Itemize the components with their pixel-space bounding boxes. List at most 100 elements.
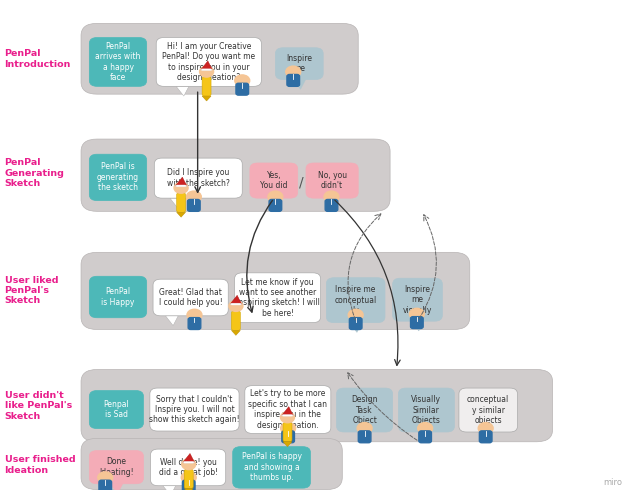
FancyBboxPatch shape	[459, 388, 518, 432]
Polygon shape	[411, 321, 424, 331]
FancyBboxPatch shape	[188, 199, 200, 211]
Text: Sorry that I couldn't
Inspire you. I will not
show this sketch again!: Sorry that I couldn't Inspire you. I wil…	[149, 395, 240, 424]
FancyBboxPatch shape	[99, 480, 111, 491]
FancyBboxPatch shape	[90, 37, 147, 86]
Text: Yes,
You did: Yes, You did	[260, 171, 287, 191]
Polygon shape	[282, 434, 294, 443]
Text: User didn't
like PenPal's
Sketch: User didn't like PenPal's Sketch	[4, 391, 72, 420]
FancyBboxPatch shape	[81, 252, 470, 329]
Circle shape	[418, 423, 433, 434]
FancyBboxPatch shape	[90, 276, 147, 318]
FancyBboxPatch shape	[326, 278, 385, 323]
Text: User finished
Ideation: User finished Ideation	[4, 456, 76, 475]
Circle shape	[286, 66, 301, 78]
FancyBboxPatch shape	[150, 449, 226, 486]
FancyBboxPatch shape	[150, 388, 239, 431]
FancyBboxPatch shape	[306, 163, 358, 198]
FancyBboxPatch shape	[282, 431, 294, 443]
Text: PenPal
Generating
Sketch: PenPal Generating Sketch	[4, 158, 65, 188]
Text: Let me know if you
want to see another
inspiring sketch! I will
be here!: Let me know if you want to see another i…	[236, 277, 319, 318]
FancyBboxPatch shape	[419, 431, 431, 443]
FancyBboxPatch shape	[188, 318, 201, 329]
Circle shape	[280, 412, 294, 423]
FancyBboxPatch shape	[398, 388, 454, 432]
Polygon shape	[232, 330, 241, 335]
FancyBboxPatch shape	[410, 317, 423, 328]
Text: PenPal
is Happy: PenPal is Happy	[101, 287, 134, 307]
Polygon shape	[268, 198, 280, 208]
Polygon shape	[110, 484, 123, 491]
Text: User liked
PenPal's
Sketch: User liked PenPal's Sketch	[4, 275, 58, 305]
Polygon shape	[282, 407, 293, 415]
Text: conceptual
y similar
objects: conceptual y similar objects	[467, 395, 509, 425]
Text: Design
Task
Object: Design Task Object	[351, 395, 378, 425]
Polygon shape	[175, 177, 187, 186]
Circle shape	[181, 472, 196, 483]
FancyBboxPatch shape	[325, 199, 338, 211]
FancyBboxPatch shape	[201, 69, 212, 71]
Circle shape	[324, 191, 339, 202]
FancyBboxPatch shape	[154, 158, 243, 198]
FancyBboxPatch shape	[81, 24, 358, 94]
Text: Inspire
me
visually: Inspire me visually	[403, 285, 432, 315]
FancyBboxPatch shape	[182, 480, 195, 491]
FancyBboxPatch shape	[230, 303, 242, 305]
FancyBboxPatch shape	[81, 139, 390, 211]
FancyBboxPatch shape	[202, 77, 211, 96]
Text: PenPal is
generating
the sketch: PenPal is generating the sketch	[97, 163, 139, 192]
Text: Inspire
me: Inspire me	[286, 54, 312, 73]
FancyBboxPatch shape	[232, 311, 241, 330]
Text: /: /	[299, 175, 303, 189]
FancyBboxPatch shape	[245, 385, 331, 434]
FancyBboxPatch shape	[235, 273, 321, 323]
Polygon shape	[183, 454, 195, 462]
FancyBboxPatch shape	[184, 469, 193, 489]
Circle shape	[410, 308, 424, 320]
Text: Penpal
is Sad: Penpal is Sad	[104, 400, 129, 419]
Text: Visually
Similar
Objects: Visually Similar Objects	[412, 395, 442, 425]
Circle shape	[478, 423, 493, 434]
Polygon shape	[230, 295, 242, 304]
Polygon shape	[163, 486, 175, 491]
Text: No, you
didn't: No, you didn't	[317, 171, 347, 191]
FancyBboxPatch shape	[156, 37, 261, 86]
FancyBboxPatch shape	[81, 370, 552, 442]
Text: PenPal
Introduction: PenPal Introduction	[4, 49, 71, 69]
Polygon shape	[184, 489, 193, 491]
FancyBboxPatch shape	[479, 431, 492, 443]
Polygon shape	[283, 442, 292, 447]
Circle shape	[348, 309, 363, 321]
Polygon shape	[170, 198, 182, 208]
FancyBboxPatch shape	[233, 447, 310, 488]
Polygon shape	[202, 96, 211, 101]
Text: Did I Inspire you
with the sketch?: Did I Inspire you with the sketch?	[167, 168, 230, 188]
FancyBboxPatch shape	[275, 48, 323, 80]
FancyBboxPatch shape	[81, 438, 342, 490]
FancyBboxPatch shape	[349, 318, 362, 329]
Circle shape	[98, 472, 113, 483]
Text: PenPal
arrives with
a happy
face: PenPal arrives with a happy face	[95, 42, 141, 82]
FancyBboxPatch shape	[337, 388, 393, 432]
Text: PenPal is happy
and showing a
thumbs up.: PenPal is happy and showing a thumbs up.	[241, 453, 301, 482]
Polygon shape	[166, 316, 178, 326]
FancyBboxPatch shape	[177, 193, 186, 212]
FancyBboxPatch shape	[393, 278, 442, 321]
Text: Inspire me
conceptual
ly: Inspire me conceptual ly	[335, 285, 377, 315]
Circle shape	[229, 300, 243, 311]
FancyBboxPatch shape	[90, 390, 143, 429]
Circle shape	[187, 309, 202, 321]
Text: Well done! you
did a great job!: Well done! you did a great job!	[159, 458, 218, 477]
Polygon shape	[176, 86, 189, 96]
Circle shape	[357, 423, 372, 434]
FancyBboxPatch shape	[283, 422, 292, 442]
FancyBboxPatch shape	[250, 163, 298, 198]
Circle shape	[281, 423, 296, 434]
Text: Hi! I am your Creative
PenPal! Do you want me
to inspire you in your
design idea: Hi! I am your Creative PenPal! Do you wa…	[163, 42, 255, 82]
Text: miro: miro	[604, 478, 623, 487]
FancyBboxPatch shape	[287, 75, 300, 86]
FancyBboxPatch shape	[358, 431, 371, 443]
Text: Done
Ideating!: Done Ideating!	[99, 458, 134, 477]
Circle shape	[174, 183, 188, 193]
Circle shape	[186, 191, 202, 202]
Circle shape	[182, 459, 196, 469]
